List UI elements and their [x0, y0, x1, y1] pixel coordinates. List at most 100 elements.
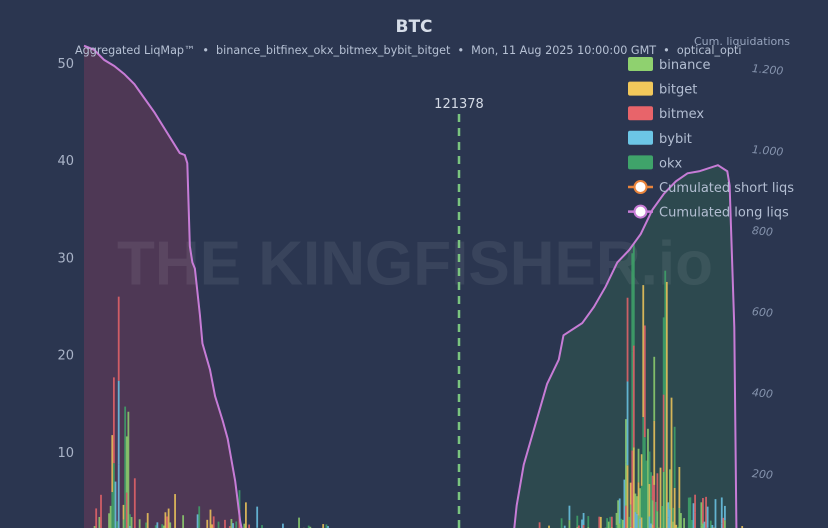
liq-bar [631, 351, 634, 451]
liq-bar [626, 297, 629, 382]
left-tick-label: 40 [57, 154, 74, 169]
liq-bar [122, 504, 125, 520]
liq-bar [662, 394, 665, 472]
liq-bar [659, 467, 662, 528]
liq-bar [182, 515, 185, 528]
liq-bar [629, 526, 632, 528]
liq-bar [298, 517, 300, 528]
liq-bar [116, 521, 119, 528]
liq-bar [568, 505, 571, 521]
liq-bar [598, 516, 601, 528]
right-axis-label: Cum. liquidations [694, 35, 790, 48]
liq-bar [675, 524, 678, 528]
liq-bar [702, 498, 704, 524]
liq-bar [307, 525, 310, 528]
right-tick-label: 800 [751, 224, 773, 239]
liq-bar [606, 518, 609, 528]
liq-bar [146, 513, 149, 528]
liq-bar [169, 522, 172, 528]
short-liqs-area [512, 165, 737, 528]
liq-bar [680, 513, 682, 528]
liq-bar [166, 516, 168, 528]
liq-bar [673, 487, 676, 528]
liq-bar [625, 462, 627, 506]
liq-bar [98, 516, 101, 528]
liq-bar [720, 523, 723, 528]
liq-bar [637, 448, 640, 483]
legend-label: okx [659, 156, 682, 171]
liq-bar [587, 516, 590, 528]
legend-marker-circle [633, 204, 648, 219]
right-tick-label: 1.000 [751, 143, 784, 159]
liq-bar [694, 494, 696, 513]
liq-bar [211, 524, 213, 528]
liq-bar [724, 520, 726, 528]
liq-bar [691, 519, 693, 528]
liq-bar [651, 500, 654, 525]
liq-bar [694, 512, 696, 528]
liq-bar [664, 270, 667, 528]
liq-bar [117, 296, 120, 381]
liq-bar [112, 463, 115, 528]
liq-bar [112, 377, 115, 464]
liq-bar [648, 516, 651, 528]
liq-bar [669, 509, 671, 528]
short-liqs-area-layer [512, 165, 737, 528]
liq-bar [628, 516, 631, 528]
liq-bar [636, 496, 638, 514]
liq-bar [637, 515, 640, 528]
liq-bar [198, 506, 201, 528]
liq-bar [599, 516, 602, 528]
liq-bar [125, 436, 128, 493]
chart-title: BTC [395, 17, 432, 37]
liq-bar [629, 482, 632, 505]
liq-bar [124, 406, 127, 528]
liq-bar [662, 317, 665, 395]
liq-bar [648, 484, 651, 517]
right-tick-label: 200 [751, 467, 773, 482]
bitget-legend-swatch [628, 81, 653, 96]
liq-bar [706, 506, 709, 528]
left-tick-label: 20 [57, 349, 74, 364]
liq-bar [212, 516, 215, 528]
left-tick-label: 50 [57, 57, 74, 72]
liq-bar [650, 472, 653, 498]
liq-bar [683, 518, 685, 528]
liq-bar [700, 502, 703, 526]
liq-bar [620, 518, 623, 528]
liq-bar [568, 520, 571, 528]
liq-bar [621, 519, 624, 528]
liq-bar [164, 512, 167, 528]
liq-bar [673, 426, 676, 488]
liq-bar [322, 524, 325, 528]
right-axis-ticks: 200 400 600 800 1.000 1.200 [751, 62, 784, 482]
liq-bar [325, 524, 328, 528]
bitmex-legend-swatch [628, 106, 653, 121]
liq-bar [114, 481, 117, 528]
liq-bar [640, 517, 643, 528]
current-price-label: 121378 [434, 97, 484, 112]
liq-bar [643, 325, 646, 438]
liq-bar [678, 466, 681, 508]
liq-bar [667, 517, 670, 528]
cumulative-lines-layer [83, 44, 738, 528]
liq-bar [154, 525, 157, 528]
liq-bar [705, 496, 707, 528]
legend: binance bitget bitmex bybit okx Cumulated sho… [628, 57, 794, 221]
liq-bar [639, 488, 642, 519]
liq-bar [662, 471, 665, 528]
liq-bar [130, 517, 133, 528]
liq-bar [639, 518, 642, 528]
liq-bar [692, 503, 695, 528]
liq-bar [650, 523, 653, 528]
liq-bar [206, 519, 209, 528]
liq-bar [634, 512, 637, 528]
liq-bar [282, 523, 284, 528]
liq-bar [711, 524, 714, 528]
liq-bar [125, 492, 128, 528]
left-axis-ticks: 10 20 30 40 50 [57, 57, 74, 461]
liq-bar [642, 417, 645, 528]
liq-bar [228, 526, 231, 528]
liq-bar [672, 521, 674, 528]
bybit-legend-swatch [628, 130, 653, 145]
